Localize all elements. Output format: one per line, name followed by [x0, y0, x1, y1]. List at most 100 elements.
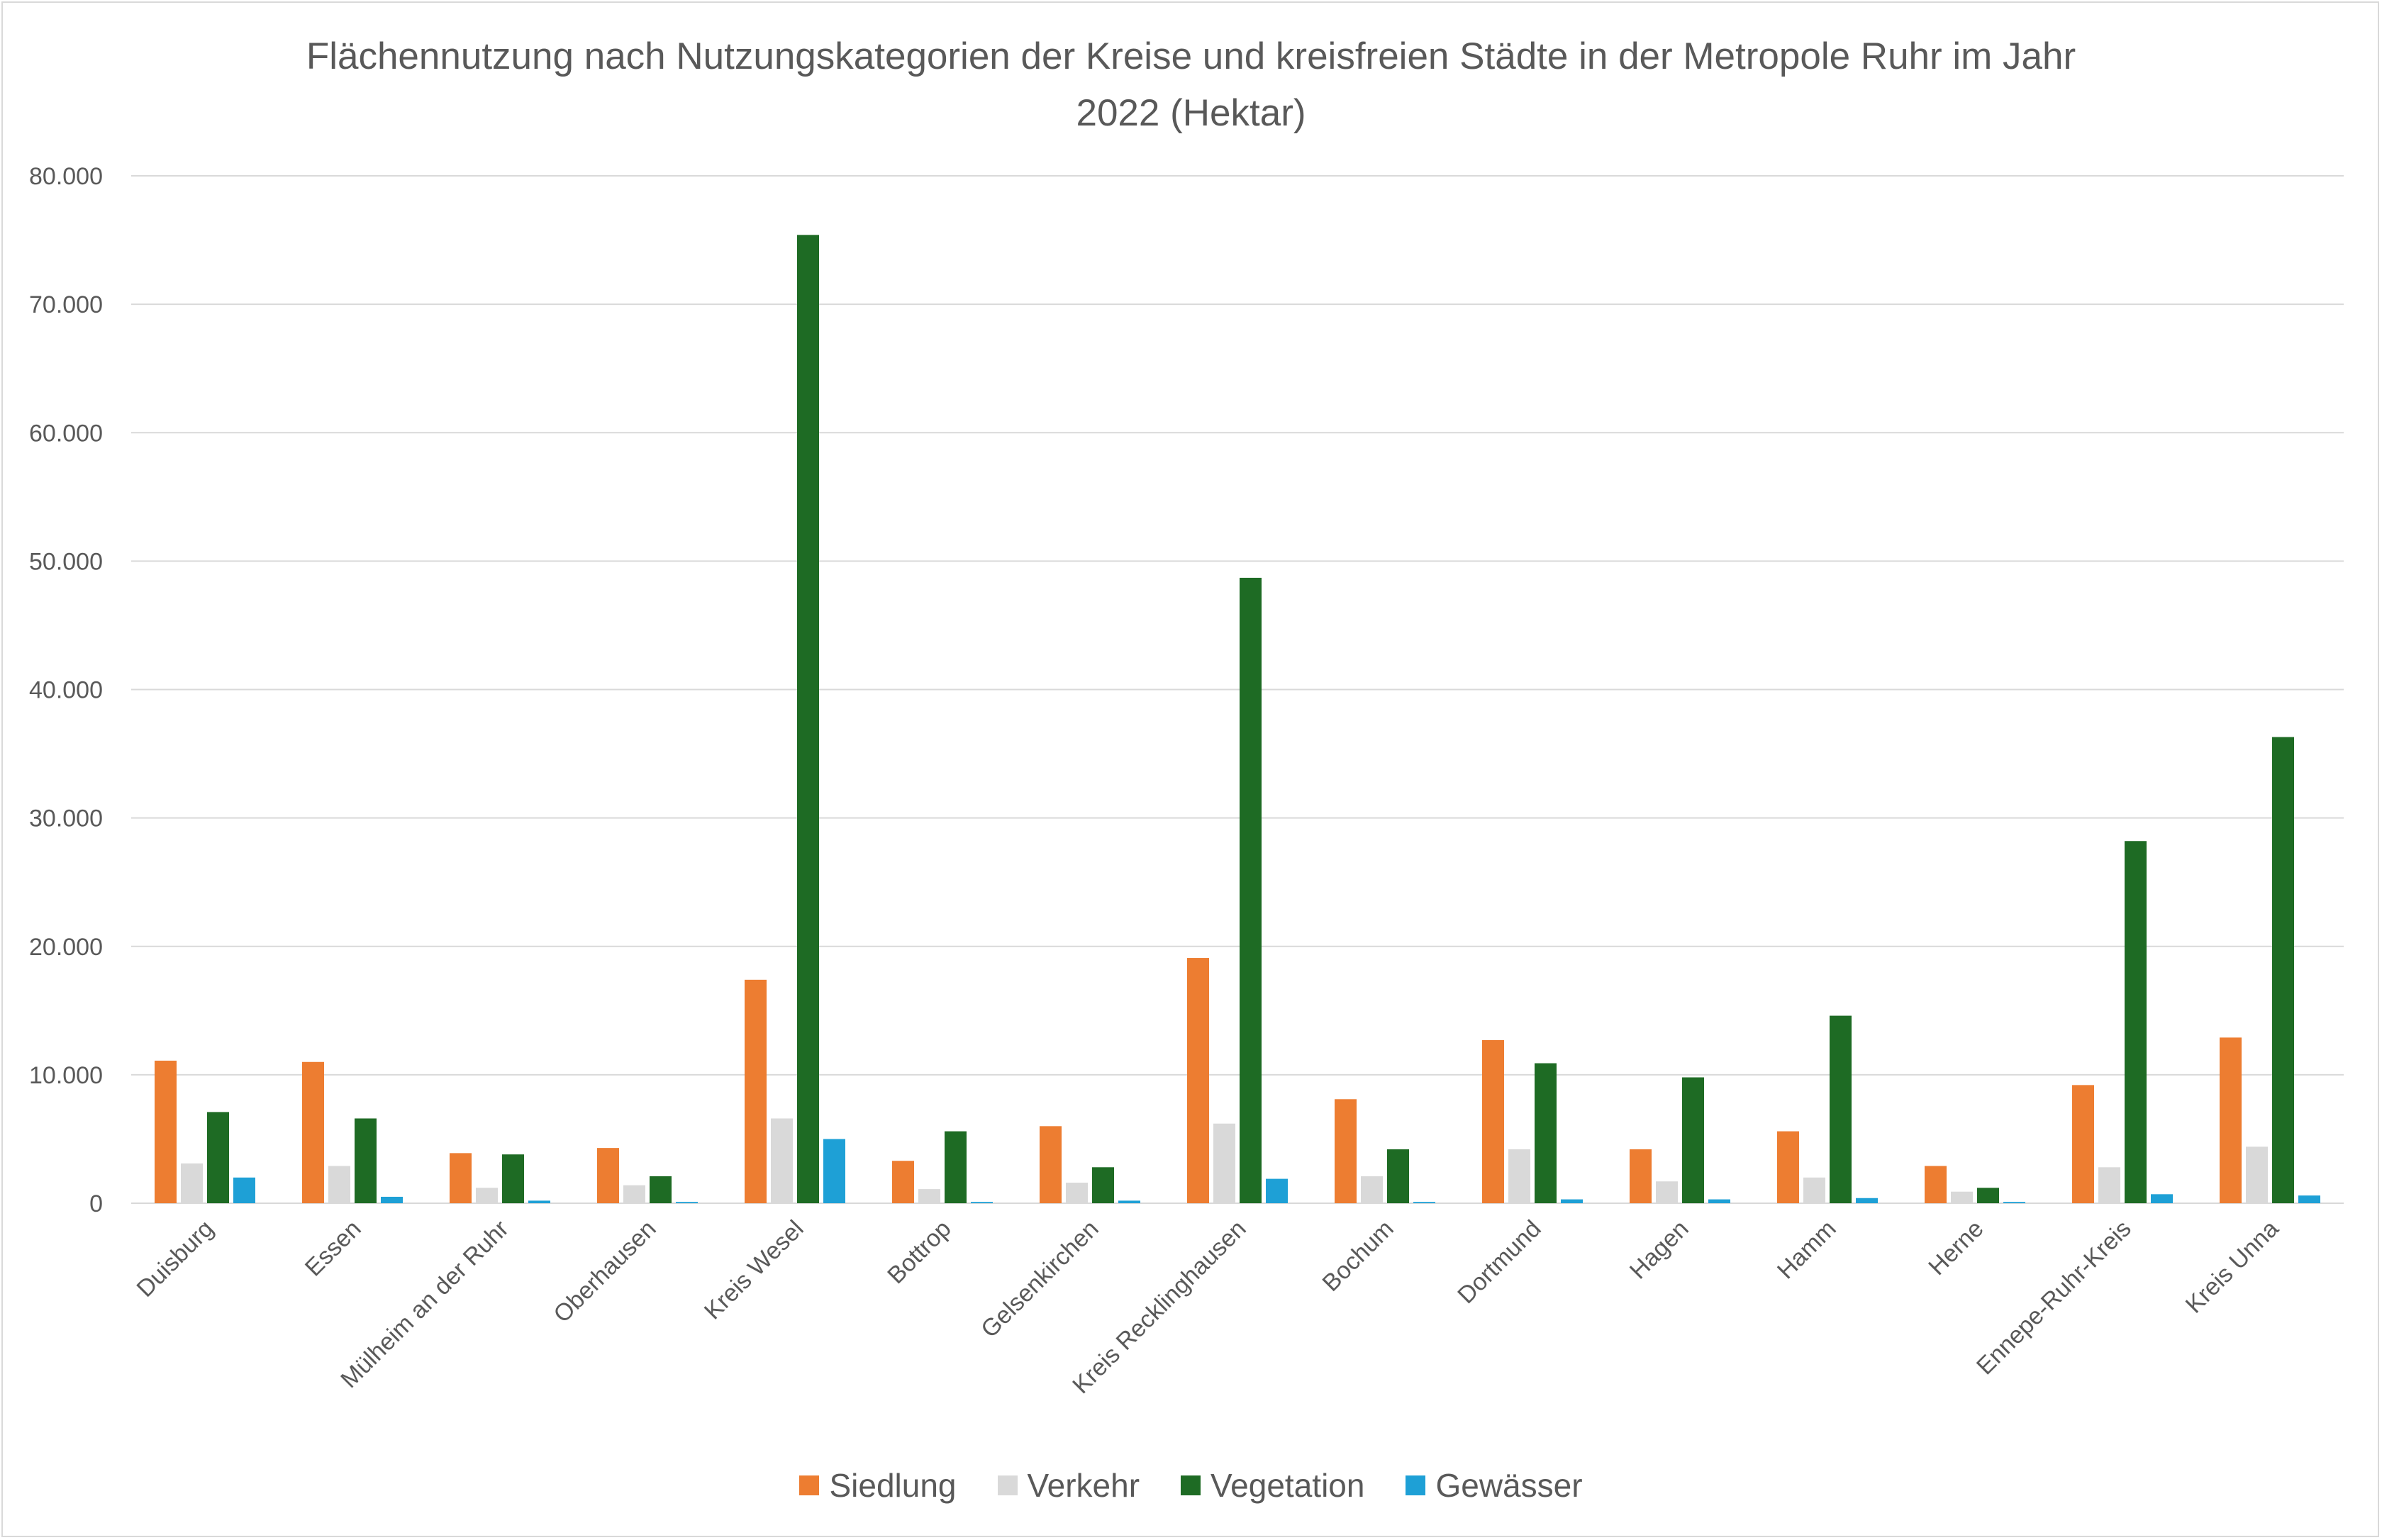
y-tick-label: 30.000 — [29, 805, 103, 832]
y-axis-tick-labels: 0 10.000 20.000 30.000 40.000 50.000 60.000 70.… — [29, 163, 103, 1217]
chart-title-line-2: 2022 (Hektar) — [1076, 92, 1306, 134]
bar-vegetation — [1092, 1167, 1114, 1203]
x-category-label: Kreis Unna — [2181, 1215, 2284, 1319]
legend-label: Vegetation — [1211, 1467, 1365, 1504]
bar-gewässer — [971, 1202, 993, 1203]
x-category-label: Ennepe-Ruhr-Kreis — [1971, 1215, 2137, 1380]
y-tick-label: 20.000 — [29, 934, 103, 961]
bar-gewässer — [1413, 1202, 1435, 1203]
bar-gewässer — [2003, 1202, 2025, 1203]
bar-gewässer — [1561, 1199, 1583, 1203]
bar-verkehr — [181, 1163, 203, 1203]
bar-siedlung — [450, 1153, 472, 1203]
bar-gewässer — [528, 1200, 550, 1203]
bar-siedlung — [2072, 1085, 2094, 1203]
legend-item: Vegetation — [1181, 1466, 1364, 1505]
bar-gewässer — [1856, 1198, 1878, 1203]
bar-verkehr — [328, 1166, 350, 1203]
legend-swatch — [1406, 1475, 1426, 1495]
chart-title-line-1: Flächennutzung nach Nutzungskategorien d… — [306, 35, 2076, 77]
bar-vegetation — [1830, 1015, 1852, 1203]
bar-siedlung — [1040, 1126, 1062, 1203]
bar-verkehr — [918, 1189, 940, 1203]
bar-vegetation — [797, 235, 819, 1203]
bar-verkehr — [1361, 1176, 1383, 1203]
x-category-label: Duisburg — [132, 1215, 219, 1302]
legend-swatch — [997, 1475, 1018, 1495]
bar-verkehr — [2246, 1146, 2268, 1203]
bar-gewässer — [2151, 1194, 2173, 1203]
bar-gewässer — [381, 1196, 403, 1203]
bar-vegetation — [2125, 841, 2147, 1203]
bar-gewässer — [1118, 1200, 1140, 1203]
bar-siedlung — [1482, 1039, 1504, 1203]
bar-verkehr — [1656, 1181, 1678, 1203]
bar-siedlung — [892, 1161, 914, 1203]
bar-verkehr — [771, 1118, 793, 1203]
legend: Siedlung Verkehr Vegetation Gewässer — [0, 1461, 2382, 1510]
bar-vegetation — [1977, 1188, 1999, 1203]
y-tick-label: 0 — [89, 1190, 103, 1217]
legend-swatch — [1181, 1475, 1201, 1495]
bars — [155, 235, 2320, 1203]
bar-siedlung — [1187, 958, 1209, 1203]
x-category-label: Herne — [1923, 1215, 1988, 1280]
bar-vegetation — [207, 1112, 229, 1203]
chart-title: Flächennutzung nach Nutzungskategorien d… — [0, 28, 2382, 142]
x-category-label: Hagen — [1625, 1215, 1694, 1285]
x-category-label: Essen — [300, 1215, 367, 1282]
bar-gewässer — [676, 1202, 698, 1203]
x-category-label: Gelsenkirchen — [976, 1215, 1104, 1344]
bar-verkehr — [623, 1185, 645, 1203]
bar-vegetation — [502, 1154, 524, 1203]
y-tick-label: 40.000 — [29, 677, 103, 704]
y-tick-label: 60.000 — [29, 420, 103, 447]
bar-vegetation — [355, 1118, 377, 1203]
bar-vegetation — [2272, 737, 2294, 1203]
bar-siedlung — [155, 1060, 177, 1203]
y-tick-label: 80.000 — [29, 163, 103, 190]
bar-verkehr — [2098, 1167, 2120, 1203]
y-tick-label: 70.000 — [29, 291, 103, 318]
legend-label: Verkehr — [1027, 1467, 1140, 1504]
bar-verkehr — [1213, 1123, 1235, 1203]
bar-siedlung — [745, 979, 767, 1203]
bar-vegetation — [1240, 577, 1262, 1203]
bar-siedlung — [1925, 1166, 1947, 1203]
legend-item: Verkehr — [997, 1466, 1140, 1505]
bar-verkehr — [476, 1188, 498, 1203]
bar-gewässer — [1708, 1199, 1730, 1203]
y-tick-label: 50.000 — [29, 548, 103, 575]
bar-vegetation — [650, 1176, 672, 1203]
bar-gewässer — [1266, 1178, 1288, 1203]
bar-verkehr — [1066, 1183, 1088, 1203]
bar-gewässer — [2298, 1195, 2320, 1203]
bar-siedlung — [2220, 1037, 2242, 1203]
legend-swatch — [799, 1475, 820, 1495]
legend-item: Siedlung — [799, 1466, 957, 1505]
bar-vegetation — [945, 1131, 967, 1203]
bar-vegetation — [1535, 1063, 1557, 1203]
y-tick-label: 10.000 — [29, 1062, 103, 1089]
bar-vegetation — [1387, 1149, 1409, 1203]
gridlines — [131, 175, 2344, 1204]
bar-vegetation — [1682, 1077, 1704, 1203]
bar-siedlung — [1335, 1099, 1357, 1203]
x-category-label: Hamm — [1772, 1215, 1842, 1285]
bar-gewässer — [823, 1139, 845, 1203]
x-category-label: Dortmund — [1452, 1215, 1546, 1309]
bar-verkehr — [1803, 1177, 1825, 1203]
bar-verkehr — [1951, 1191, 1973, 1203]
x-category-label: Bochum — [1318, 1215, 1399, 1297]
bar-gewässer — [233, 1177, 255, 1203]
bar-siedlung — [1630, 1149, 1652, 1203]
x-category-label: Bottrop — [882, 1215, 956, 1289]
bar-siedlung — [302, 1061, 324, 1203]
bar-verkehr — [1508, 1149, 1530, 1203]
legend-label: Gewässer — [1435, 1467, 1583, 1504]
bar-siedlung — [1777, 1131, 1799, 1203]
x-category-label: Mülheim an der Ruhr — [335, 1215, 513, 1393]
